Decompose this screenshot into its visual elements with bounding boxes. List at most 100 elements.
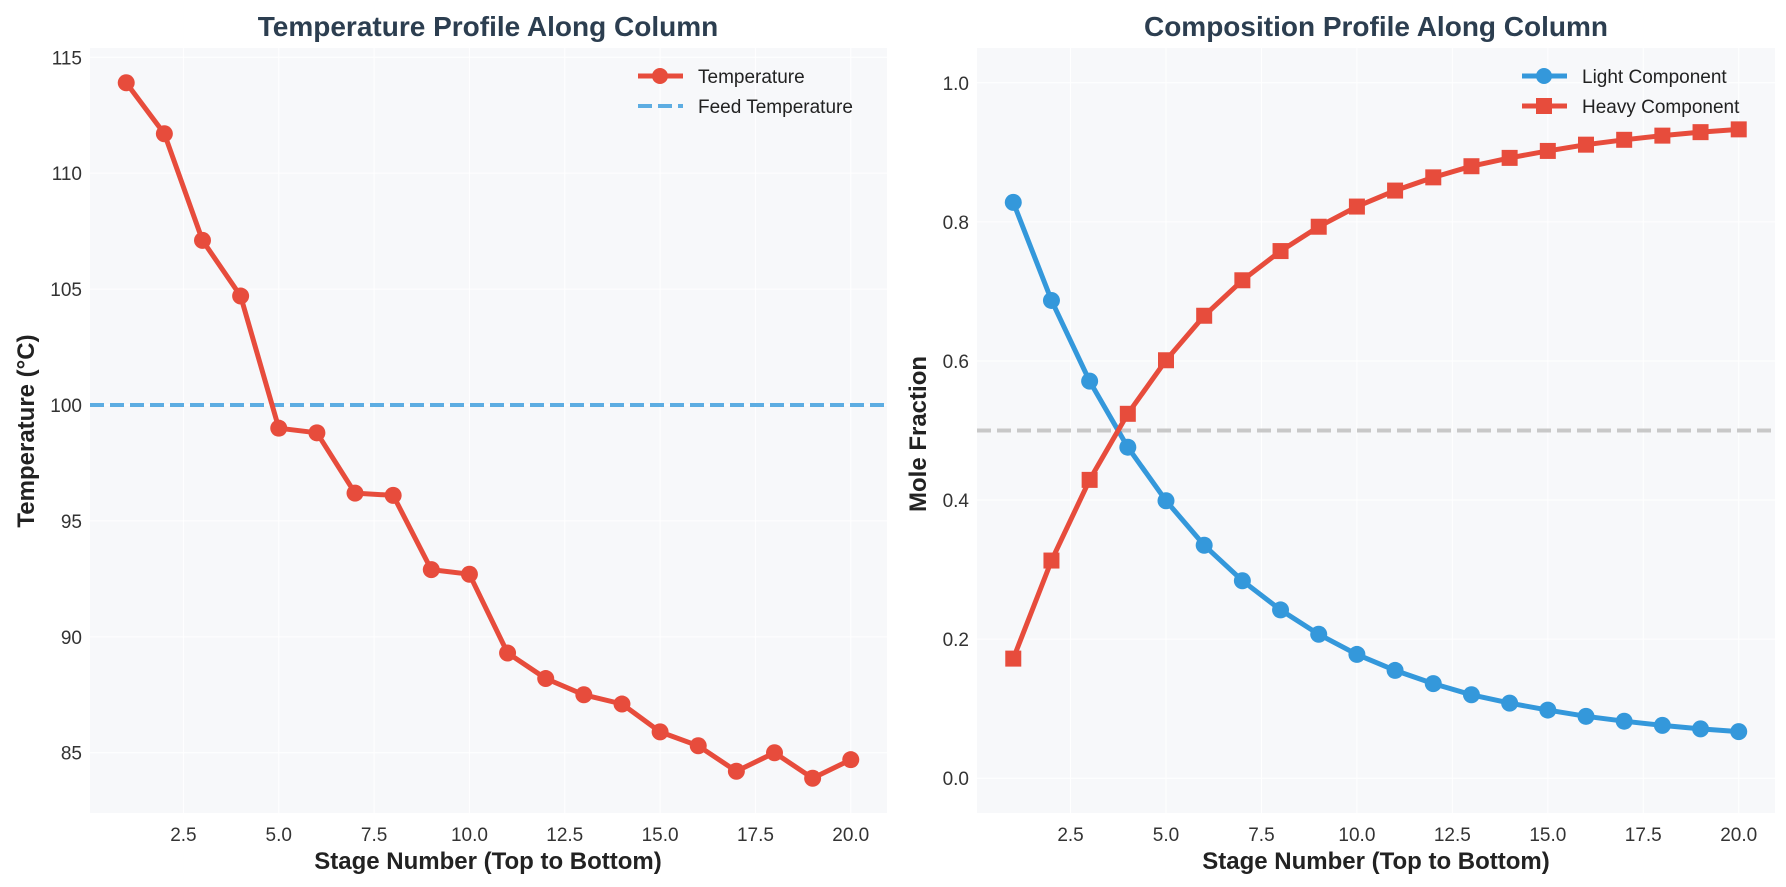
series-temperature bbox=[117, 74, 860, 787]
y-axis-label: Mole Fraction bbox=[905, 356, 932, 512]
data-point bbox=[1387, 182, 1404, 199]
data-point bbox=[270, 419, 288, 437]
y-ticks: 85 90 95 100 105 110 115 bbox=[50, 48, 82, 764]
series-light-component bbox=[1004, 193, 1748, 741]
x-tick-label: 5.0 bbox=[266, 825, 292, 846]
x-tick-label: 17.5 bbox=[1625, 825, 1662, 846]
data-point bbox=[537, 670, 555, 688]
data-point bbox=[575, 686, 593, 704]
composition-chart: 2.5 5.0 7.5 10.0 12.5 15.0 17.5 20.0 0.00.20.40… bbox=[905, 11, 1775, 875]
data-point bbox=[1081, 471, 1098, 488]
y-tick-label: 95 bbox=[61, 512, 82, 533]
legend-label: Light Component bbox=[1582, 67, 1727, 88]
legend-marker-light-component bbox=[1536, 68, 1552, 84]
data-point bbox=[346, 484, 364, 502]
data-point bbox=[1004, 193, 1022, 211]
data-point bbox=[766, 744, 784, 762]
data-point bbox=[1386, 661, 1404, 679]
data-point bbox=[1272, 243, 1289, 260]
x-tick-label: 12.5 bbox=[546, 825, 583, 846]
data-point bbox=[1195, 536, 1213, 554]
data-point bbox=[1081, 372, 1099, 390]
series-heavy-component bbox=[1005, 121, 1747, 667]
series-group bbox=[117, 74, 860, 787]
x-tick-label: 12.5 bbox=[1434, 825, 1471, 846]
data-point bbox=[1501, 149, 1518, 166]
data-point bbox=[1539, 701, 1557, 719]
legend-item-temperature: Temperature bbox=[638, 67, 805, 88]
data-point bbox=[1310, 625, 1328, 643]
series-group bbox=[1004, 121, 1748, 741]
y-tick-label: 115 bbox=[52, 48, 82, 69]
x-tick-label: 20.0 bbox=[832, 825, 869, 846]
data-point bbox=[460, 565, 478, 583]
x-axis-label: Stage Number (Top to Bottom) bbox=[1202, 848, 1550, 875]
plot-area bbox=[90, 48, 887, 813]
data-point bbox=[384, 486, 402, 504]
legend-label: Temperature bbox=[698, 67, 805, 88]
data-point bbox=[651, 723, 669, 741]
data-point bbox=[1043, 552, 1060, 569]
y-tick-label: 85 bbox=[61, 744, 82, 765]
x-ticks: 2.5 5.0 7.5 10.0 12.5 15.0 17.5 20.0 bbox=[1057, 825, 1757, 846]
data-point bbox=[1424, 675, 1442, 693]
x-tick-label: 2.5 bbox=[170, 825, 196, 846]
data-point bbox=[613, 695, 631, 713]
legend-item-light-component: Light Component bbox=[1522, 67, 1727, 88]
legend-item-feed-temperature: Feed Temperature bbox=[638, 97, 853, 118]
x-axis-label: Stage Number (Top to Bottom) bbox=[314, 848, 662, 875]
data-point bbox=[689, 737, 707, 755]
data-point bbox=[155, 125, 173, 143]
data-point bbox=[1692, 720, 1710, 738]
data-point bbox=[1616, 131, 1633, 148]
legend-item-heavy-component: Heavy Component bbox=[1522, 97, 1740, 118]
data-point bbox=[804, 769, 822, 787]
data-point bbox=[1196, 307, 1213, 324]
y-tick-label: 0.2 bbox=[943, 630, 969, 651]
legend-label: Heavy Component bbox=[1582, 97, 1740, 118]
data-point bbox=[1539, 142, 1556, 159]
data-point bbox=[499, 644, 517, 662]
data-point bbox=[1348, 198, 1365, 215]
x-tick-label: 15.0 bbox=[1529, 825, 1566, 846]
data-point bbox=[1042, 291, 1060, 309]
data-point bbox=[1692, 124, 1709, 141]
data-point bbox=[1119, 405, 1136, 422]
x-tick-label: 10.0 bbox=[1338, 825, 1375, 846]
data-point bbox=[1348, 645, 1366, 663]
chart-title: Composition Profile Along Column bbox=[1144, 11, 1608, 42]
y-tick-label: 90 bbox=[61, 628, 82, 649]
y-tick-label: 1.0 bbox=[943, 74, 969, 95]
chart-title: Temperature Profile Along Column bbox=[258, 11, 718, 42]
data-point bbox=[422, 561, 440, 579]
legend-marker-temperature bbox=[652, 68, 668, 84]
y-tick-label: 0.0 bbox=[943, 769, 969, 790]
data-point bbox=[1005, 650, 1022, 667]
y-tick-label: 105 bbox=[50, 280, 82, 301]
data-point bbox=[117, 74, 135, 92]
x-ticks: 2.5 5.0 7.5 10.0 12.5 15.0 17.5 20.0 bbox=[170, 825, 869, 846]
y-tick-label: 0.6 bbox=[943, 352, 969, 373]
data-point bbox=[1615, 712, 1633, 730]
y-tick-label: 0.8 bbox=[943, 213, 969, 234]
x-tick-label: 7.5 bbox=[1248, 825, 1274, 846]
data-point bbox=[232, 287, 250, 305]
legend-label: Feed Temperature bbox=[698, 97, 853, 118]
data-point bbox=[842, 751, 860, 769]
data-point bbox=[1577, 707, 1595, 725]
x-tick-label: 10.0 bbox=[451, 825, 488, 846]
data-point bbox=[1157, 492, 1175, 510]
x-tick-label: 20.0 bbox=[1720, 825, 1757, 846]
data-point bbox=[1463, 158, 1480, 175]
data-point bbox=[1501, 694, 1519, 712]
data-point bbox=[308, 424, 326, 442]
legend-marker-heavy-component bbox=[1536, 98, 1552, 114]
data-point bbox=[1578, 136, 1594, 153]
y-axis-label: Temperature (°C) bbox=[13, 334, 40, 527]
y-tick-label: 100 bbox=[50, 396, 82, 417]
data-point bbox=[1158, 352, 1174, 369]
x-tick-label: 7.5 bbox=[361, 825, 387, 846]
data-point bbox=[1272, 601, 1290, 619]
x-tick-label: 5.0 bbox=[1153, 825, 1179, 846]
